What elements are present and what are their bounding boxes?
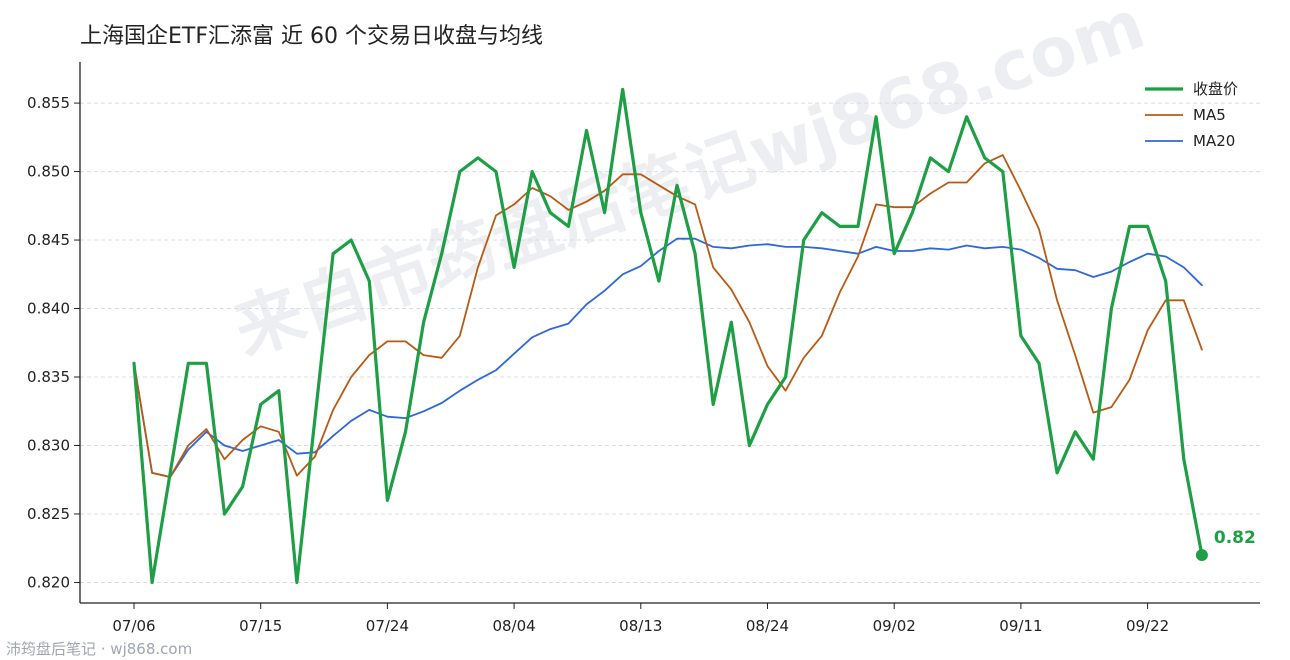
watermark: 来自市筠盘后笔记wj868.com — [225, 0, 1154, 371]
y-tick-label: 0.840 — [27, 300, 70, 318]
x-tick-label: 07/15 — [239, 617, 282, 635]
x-tick-label: 08/24 — [746, 617, 789, 635]
x-tick-label: 09/11 — [999, 617, 1042, 635]
y-tick-label: 0.825 — [27, 505, 70, 523]
legend-label: MA20 — [1193, 132, 1235, 150]
x-tick-label: 07/24 — [366, 617, 409, 635]
y-tick-label: 0.835 — [27, 368, 70, 386]
x-tick-label: 09/02 — [873, 617, 916, 635]
legend-label: 收盘价 — [1193, 80, 1238, 98]
x-tick-label: 09/22 — [1126, 617, 1169, 635]
chart-title: 上海国企ETF汇添富 近 60 个交易日收盘与均线 — [80, 24, 543, 49]
y-tick-label: 0.820 — [27, 573, 70, 591]
series-line-close — [132, 87, 1204, 585]
y-tick-label: 0.850 — [27, 163, 70, 181]
x-tick-label: 07/06 — [112, 617, 155, 635]
x-tick-label: 08/04 — [492, 617, 535, 635]
last-close-label: 0.82 — [1214, 528, 1256, 548]
legend-label: MA5 — [1193, 106, 1226, 124]
y-tick-label: 0.855 — [27, 94, 70, 112]
footer-credit: 沛筠盘后笔记 · wj868.com — [6, 640, 193, 658]
y-tick-label: 0.830 — [27, 436, 70, 454]
last-close-point — [1195, 549, 1208, 562]
y-tick-label: 0.845 — [27, 231, 70, 249]
x-tick-label: 08/13 — [619, 617, 662, 635]
